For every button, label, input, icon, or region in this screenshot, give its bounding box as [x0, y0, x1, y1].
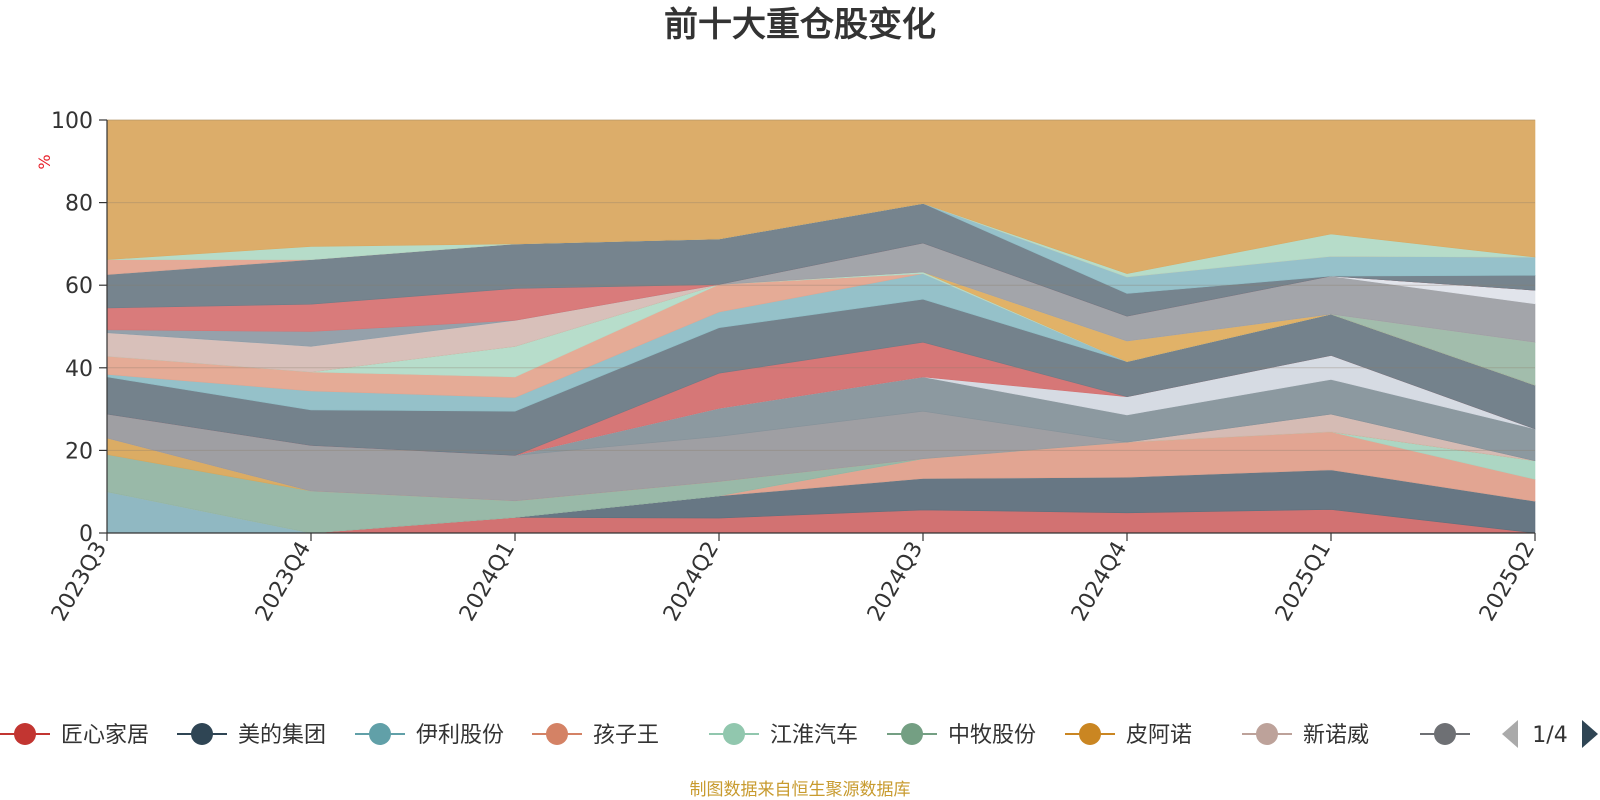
- grid-lines: [107, 119, 1535, 451]
- legend-item[interactable]: 孩子王: [532, 723, 659, 748]
- legend-marker-icon: [546, 723, 568, 745]
- x-tick-label: 2024Q4: [1067, 538, 1132, 626]
- y-tick-label: 100: [51, 109, 93, 134]
- legend-label: 伊利股份: [416, 723, 504, 748]
- legend-item[interactable]: 贵州茅台: [1420, 723, 1569, 748]
- source-note: 制图数据来自恒生聚源数据库: [690, 780, 911, 800]
- legend-marker-icon: [14, 723, 36, 745]
- x-tick-label: 2024Q3: [863, 538, 928, 626]
- y-tick-label: 20: [65, 439, 93, 464]
- legend-marker-icon: [191, 723, 213, 745]
- legend-marker-icon: [1256, 723, 1278, 745]
- legend-label: 江淮汽车: [770, 723, 858, 748]
- legend-marker-icon: [1079, 723, 1101, 745]
- legend-item[interactable]: 江淮汽车: [709, 723, 858, 748]
- x-tick-label: 2025Q1: [1271, 538, 1336, 626]
- legend-label: 皮阿诺: [1126, 723, 1192, 748]
- legend-label: 美的集团: [238, 723, 326, 748]
- legend-item[interactable]: 美的集团: [177, 723, 326, 748]
- legend-marker-icon: [901, 723, 923, 745]
- y-axis-unit-label: %: [35, 154, 54, 169]
- area-layers: [106, 119, 1536, 534]
- chart-title: 前十大重仓股变化: [664, 5, 936, 45]
- legend-marker-icon: [723, 723, 745, 745]
- legend-label: 中牧股份: [948, 723, 1036, 748]
- triangle-right-icon[interactable]: [1582, 720, 1598, 748]
- legend-item[interactable]: 伊利股份: [355, 723, 504, 748]
- y-tick-label: 40: [65, 357, 93, 382]
- legend-item[interactable]: 匠心家居: [0, 723, 149, 748]
- x-tick-label: 2024Q1: [455, 538, 520, 626]
- y-tick-label: 80: [65, 192, 93, 217]
- legend[interactable]: 匠心家居 美的集团 伊利股份 孩子王 江淮汽车 中牧股份 皮阿诺 新诺威 贵州茅台: [0, 723, 1569, 748]
- x-tick-label: 2025Q2: [1475, 538, 1540, 626]
- x-tick-label: 2024Q2: [659, 538, 724, 626]
- legend-marker-icon: [369, 723, 391, 745]
- legend-item[interactable]: 皮阿诺: [1065, 723, 1192, 748]
- legend-pager[interactable]: 1/4: [1502, 720, 1598, 748]
- area-layer-28: [106, 119, 1536, 274]
- legend-label: 孩子王: [593, 723, 659, 748]
- legend-label: 贵州茅台: [1481, 723, 1569, 748]
- legend-item[interactable]: 新诺威: [1242, 723, 1369, 748]
- y-tick-label: 60: [65, 274, 93, 299]
- legend-item[interactable]: 中牧股份: [887, 723, 1036, 748]
- x-tick-label: 2023Q4: [251, 538, 316, 626]
- legend-page-indicator: 1/4: [1532, 723, 1567, 748]
- x-tick-label: 2023Q3: [47, 538, 112, 626]
- y-tick-label: 0: [79, 522, 93, 547]
- legend-label: 匠心家居: [61, 723, 149, 748]
- legend-marker-icon: [1434, 723, 1456, 745]
- legend-items: 匠心家居 美的集团 伊利股份 孩子王 江淮汽车 中牧股份 皮阿诺 新诺威 贵州茅台: [0, 723, 1569, 748]
- triangle-left-icon[interactable]: [1502, 720, 1518, 748]
- legend-label: 新诺威: [1303, 723, 1369, 748]
